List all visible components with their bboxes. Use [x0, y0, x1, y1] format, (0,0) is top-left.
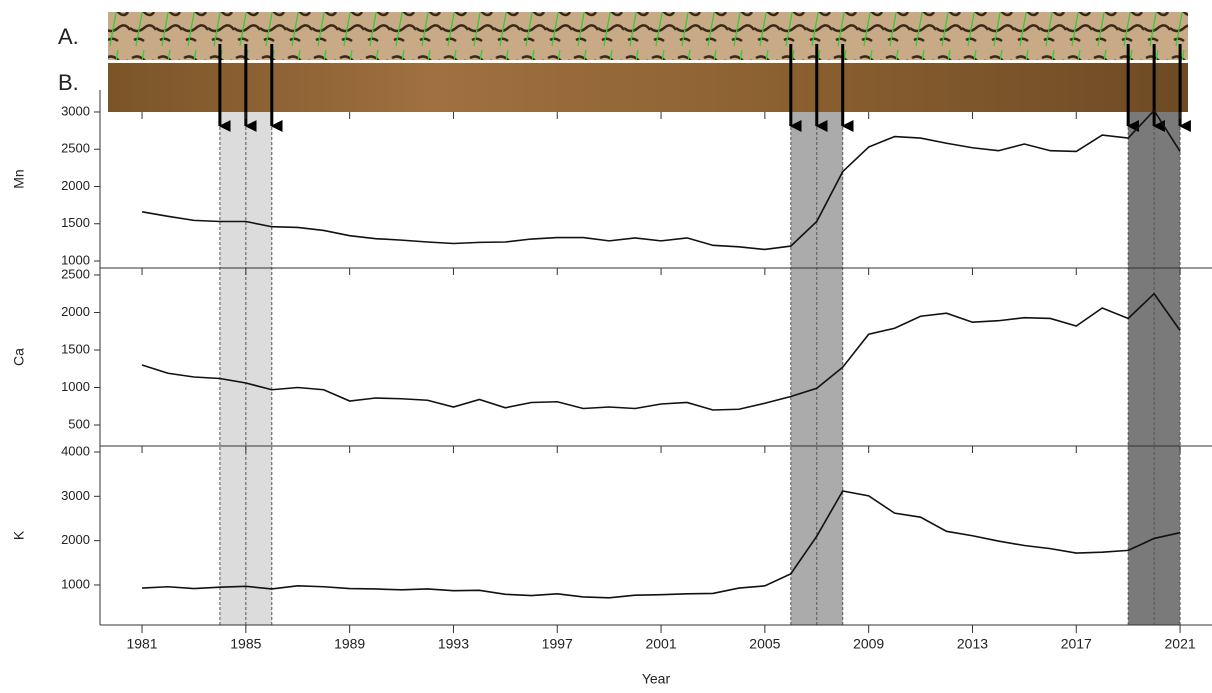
y-axis-label: K — [11, 530, 27, 540]
strip-label: A. — [58, 24, 79, 49]
strip-a — [108, 12, 1188, 60]
y-tick-label: 2000 — [61, 178, 90, 193]
x-tick-label: 1981 — [126, 636, 157, 652]
x-tick-label: 1985 — [230, 636, 261, 652]
y-tick-label: 2500 — [61, 266, 90, 281]
x-tick-label: 2005 — [749, 636, 780, 652]
x-axis-label: Year — [642, 671, 671, 687]
y-tick-label: 1000 — [61, 379, 90, 394]
x-tick-label: 1989 — [334, 636, 365, 652]
data-line — [142, 490, 1181, 599]
strip-b — [108, 63, 1188, 112]
y-tick-label: 2000 — [61, 532, 90, 547]
y-tick-label: 1500 — [61, 215, 90, 230]
x-tick-label: 2009 — [853, 636, 884, 652]
y-tick-label: 1000 — [61, 252, 90, 267]
y-axis-label: Ca — [11, 348, 27, 366]
x-tick-label: 1993 — [438, 636, 469, 652]
x-tick-label: 2017 — [1061, 636, 1092, 652]
y-tick-label: 1500 — [61, 341, 90, 356]
y-axis-label: Mn — [11, 169, 27, 188]
data-line — [141, 109, 1181, 251]
y-tick-label: 2500 — [61, 141, 90, 156]
y-tick-label: 2000 — [61, 304, 90, 319]
strip-label: B. — [58, 70, 79, 95]
y-tick-label: 3000 — [61, 488, 90, 503]
strip-divider — [108, 60, 1188, 63]
y-tick-label: 4000 — [61, 443, 90, 458]
data-line — [141, 292, 1181, 411]
y-tick-label: 3000 — [61, 103, 90, 118]
x-tick-label: 2021 — [1165, 636, 1196, 652]
x-tick-label: 2001 — [645, 636, 676, 652]
x-tick-label: 1997 — [542, 636, 573, 652]
y-tick-label: 500 — [68, 416, 90, 431]
x-tick-label: 2013 — [957, 636, 988, 652]
y-tick-label: 1000 — [61, 576, 90, 591]
